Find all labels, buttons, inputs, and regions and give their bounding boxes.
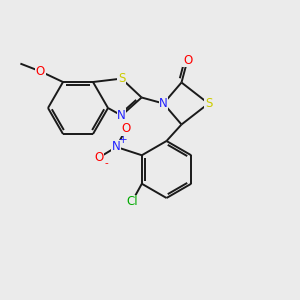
Text: S: S xyxy=(205,97,212,110)
Text: O: O xyxy=(36,65,45,78)
Text: +: + xyxy=(119,135,127,146)
Text: N: N xyxy=(159,97,168,110)
Text: S: S xyxy=(118,72,125,85)
Text: O: O xyxy=(122,122,130,136)
Text: O: O xyxy=(183,53,192,67)
Text: Cl: Cl xyxy=(126,195,138,208)
Text: N: N xyxy=(117,109,126,122)
Text: -: - xyxy=(105,158,108,168)
Text: O: O xyxy=(94,151,103,164)
Text: N: N xyxy=(112,140,121,154)
